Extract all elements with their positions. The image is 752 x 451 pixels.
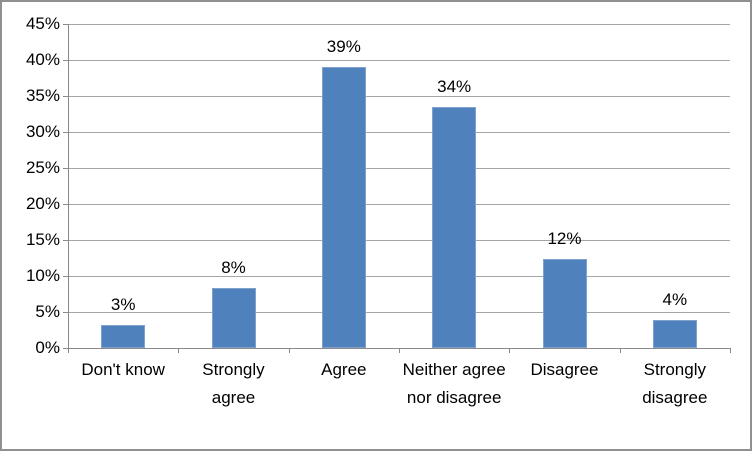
y-axis-line — [68, 24, 69, 349]
bar-data-label: 8% — [221, 258, 246, 278]
y-axis-tick — [63, 276, 68, 277]
x-category-label: Don't know — [81, 360, 165, 379]
y-gridline — [68, 276, 730, 277]
y-axis-tick — [63, 24, 68, 25]
y-axis-tick — [63, 240, 68, 241]
x-category-label: Disagree — [530, 360, 599, 379]
bar-data-label: 39% — [326, 37, 361, 57]
bar — [652, 319, 697, 348]
x-axis-tick — [288, 348, 290, 353]
y-axis-tick — [63, 60, 68, 61]
x-axis-tick — [178, 348, 180, 353]
y-axis-tick — [63, 96, 68, 97]
y-axis-tick-label: 45% — [25, 14, 60, 33]
y-gridline — [68, 312, 730, 313]
y-axis-tick-label: 35% — [25, 86, 60, 105]
x-axis-tick — [619, 348, 621, 353]
x-category-label: Strongly disagree — [642, 360, 708, 407]
bar-data-label: 4% — [662, 289, 688, 309]
bar-data-label: 3% — [110, 294, 136, 314]
x-axis-tick — [399, 348, 400, 353]
y-gridline — [68, 204, 730, 205]
y-gridline — [68, 132, 730, 133]
x-axis-tick — [509, 348, 511, 353]
x-category-label: Neither agree nor disagree — [402, 360, 506, 407]
y-axis-tick — [63, 204, 68, 205]
bar — [432, 106, 477, 348]
bar-data-label: 34% — [437, 76, 472, 96]
bar — [321, 67, 366, 348]
y-axis-tick-label: 15% — [25, 230, 60, 249]
y-axis-tick — [63, 348, 68, 349]
bar — [211, 288, 256, 348]
x-axis-tick — [68, 348, 69, 353]
y-gridline — [68, 60, 730, 61]
x-axis-tick — [730, 348, 731, 353]
y-axis-tick-label: 5% — [35, 302, 60, 321]
y-axis-tick-label: 40% — [25, 50, 60, 69]
y-axis-tick — [63, 168, 68, 169]
bar — [101, 324, 146, 348]
y-axis-tick-label: 25% — [25, 158, 60, 177]
y-gridline — [68, 24, 730, 25]
y-axis-tick — [63, 312, 68, 313]
y-axis-tick-label: 30% — [25, 122, 60, 141]
y-gridline — [68, 168, 730, 169]
y-axis-tick — [63, 132, 68, 133]
x-category-label: Agree — [321, 360, 367, 379]
y-axis-tick-label: 20% — [25, 194, 60, 213]
y-gridline — [68, 96, 730, 97]
bar-data-label: 12% — [547, 228, 582, 248]
bar — [542, 258, 587, 348]
y-axis-tick-label: 10% — [25, 266, 60, 285]
y-axis-tick-label: 0% — [35, 338, 60, 357]
y-gridline — [68, 240, 730, 241]
x-category-label: Strongly agree — [202, 360, 265, 407]
